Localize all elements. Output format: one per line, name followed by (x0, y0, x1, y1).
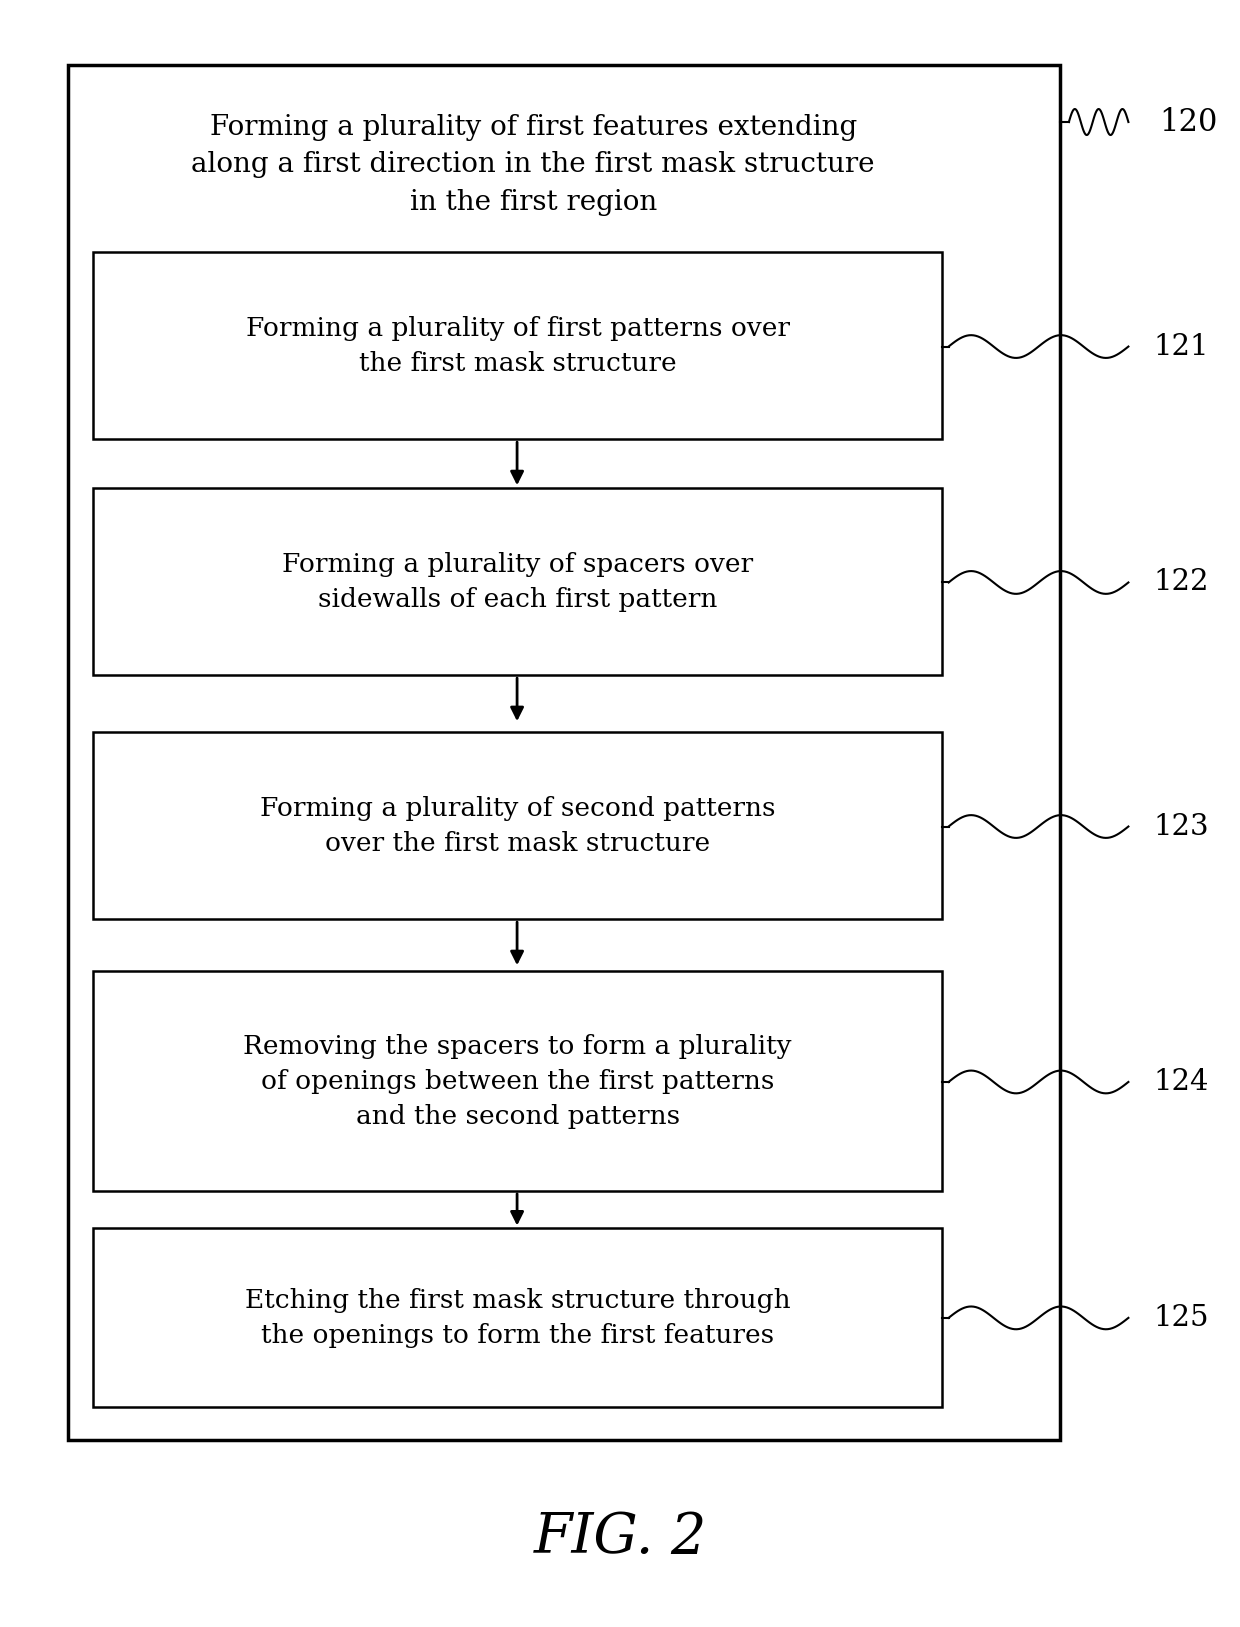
Text: Removing the spacers to form a plurality
of openings between the first patterns
: Removing the spacers to form a plurality… (243, 1033, 792, 1129)
Text: 124: 124 (1153, 1067, 1209, 1097)
Bar (93, 488, 942, 675)
Bar (93, 971, 942, 1191)
Text: Forming a plurality of first patterns over
the first mask structure: Forming a plurality of first patterns ov… (246, 316, 790, 376)
Bar (93, 732, 942, 919)
Text: FIG. 2: FIG. 2 (533, 1510, 707, 1565)
Text: Etching the first mask structure through
the openings to form the first features: Etching the first mask structure through… (244, 1289, 791, 1347)
Bar (93, 1228, 942, 1407)
Bar (68, 65, 1060, 1440)
Text: 120: 120 (1159, 106, 1218, 138)
Text: 123: 123 (1153, 812, 1209, 841)
Text: Forming a plurality of second patterns
over the first mask structure: Forming a plurality of second patterns o… (260, 796, 775, 856)
Text: 121: 121 (1153, 332, 1209, 361)
Bar (93, 252, 942, 439)
Text: Forming a plurality of spacers over
sidewalls of each first pattern: Forming a plurality of spacers over side… (283, 552, 753, 612)
Text: 122: 122 (1153, 568, 1209, 597)
Text: Forming a plurality of first features extending
along a first direction in the f: Forming a plurality of first features ex… (191, 114, 875, 216)
Text: 125: 125 (1153, 1303, 1209, 1333)
